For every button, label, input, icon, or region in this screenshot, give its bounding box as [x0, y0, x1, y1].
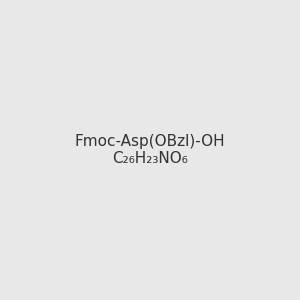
Text: Fmoc-Asp(OBzl)-OH
C₂₆H₂₃NO₆: Fmoc-Asp(OBzl)-OH C₂₆H₂₃NO₆ [75, 134, 225, 166]
